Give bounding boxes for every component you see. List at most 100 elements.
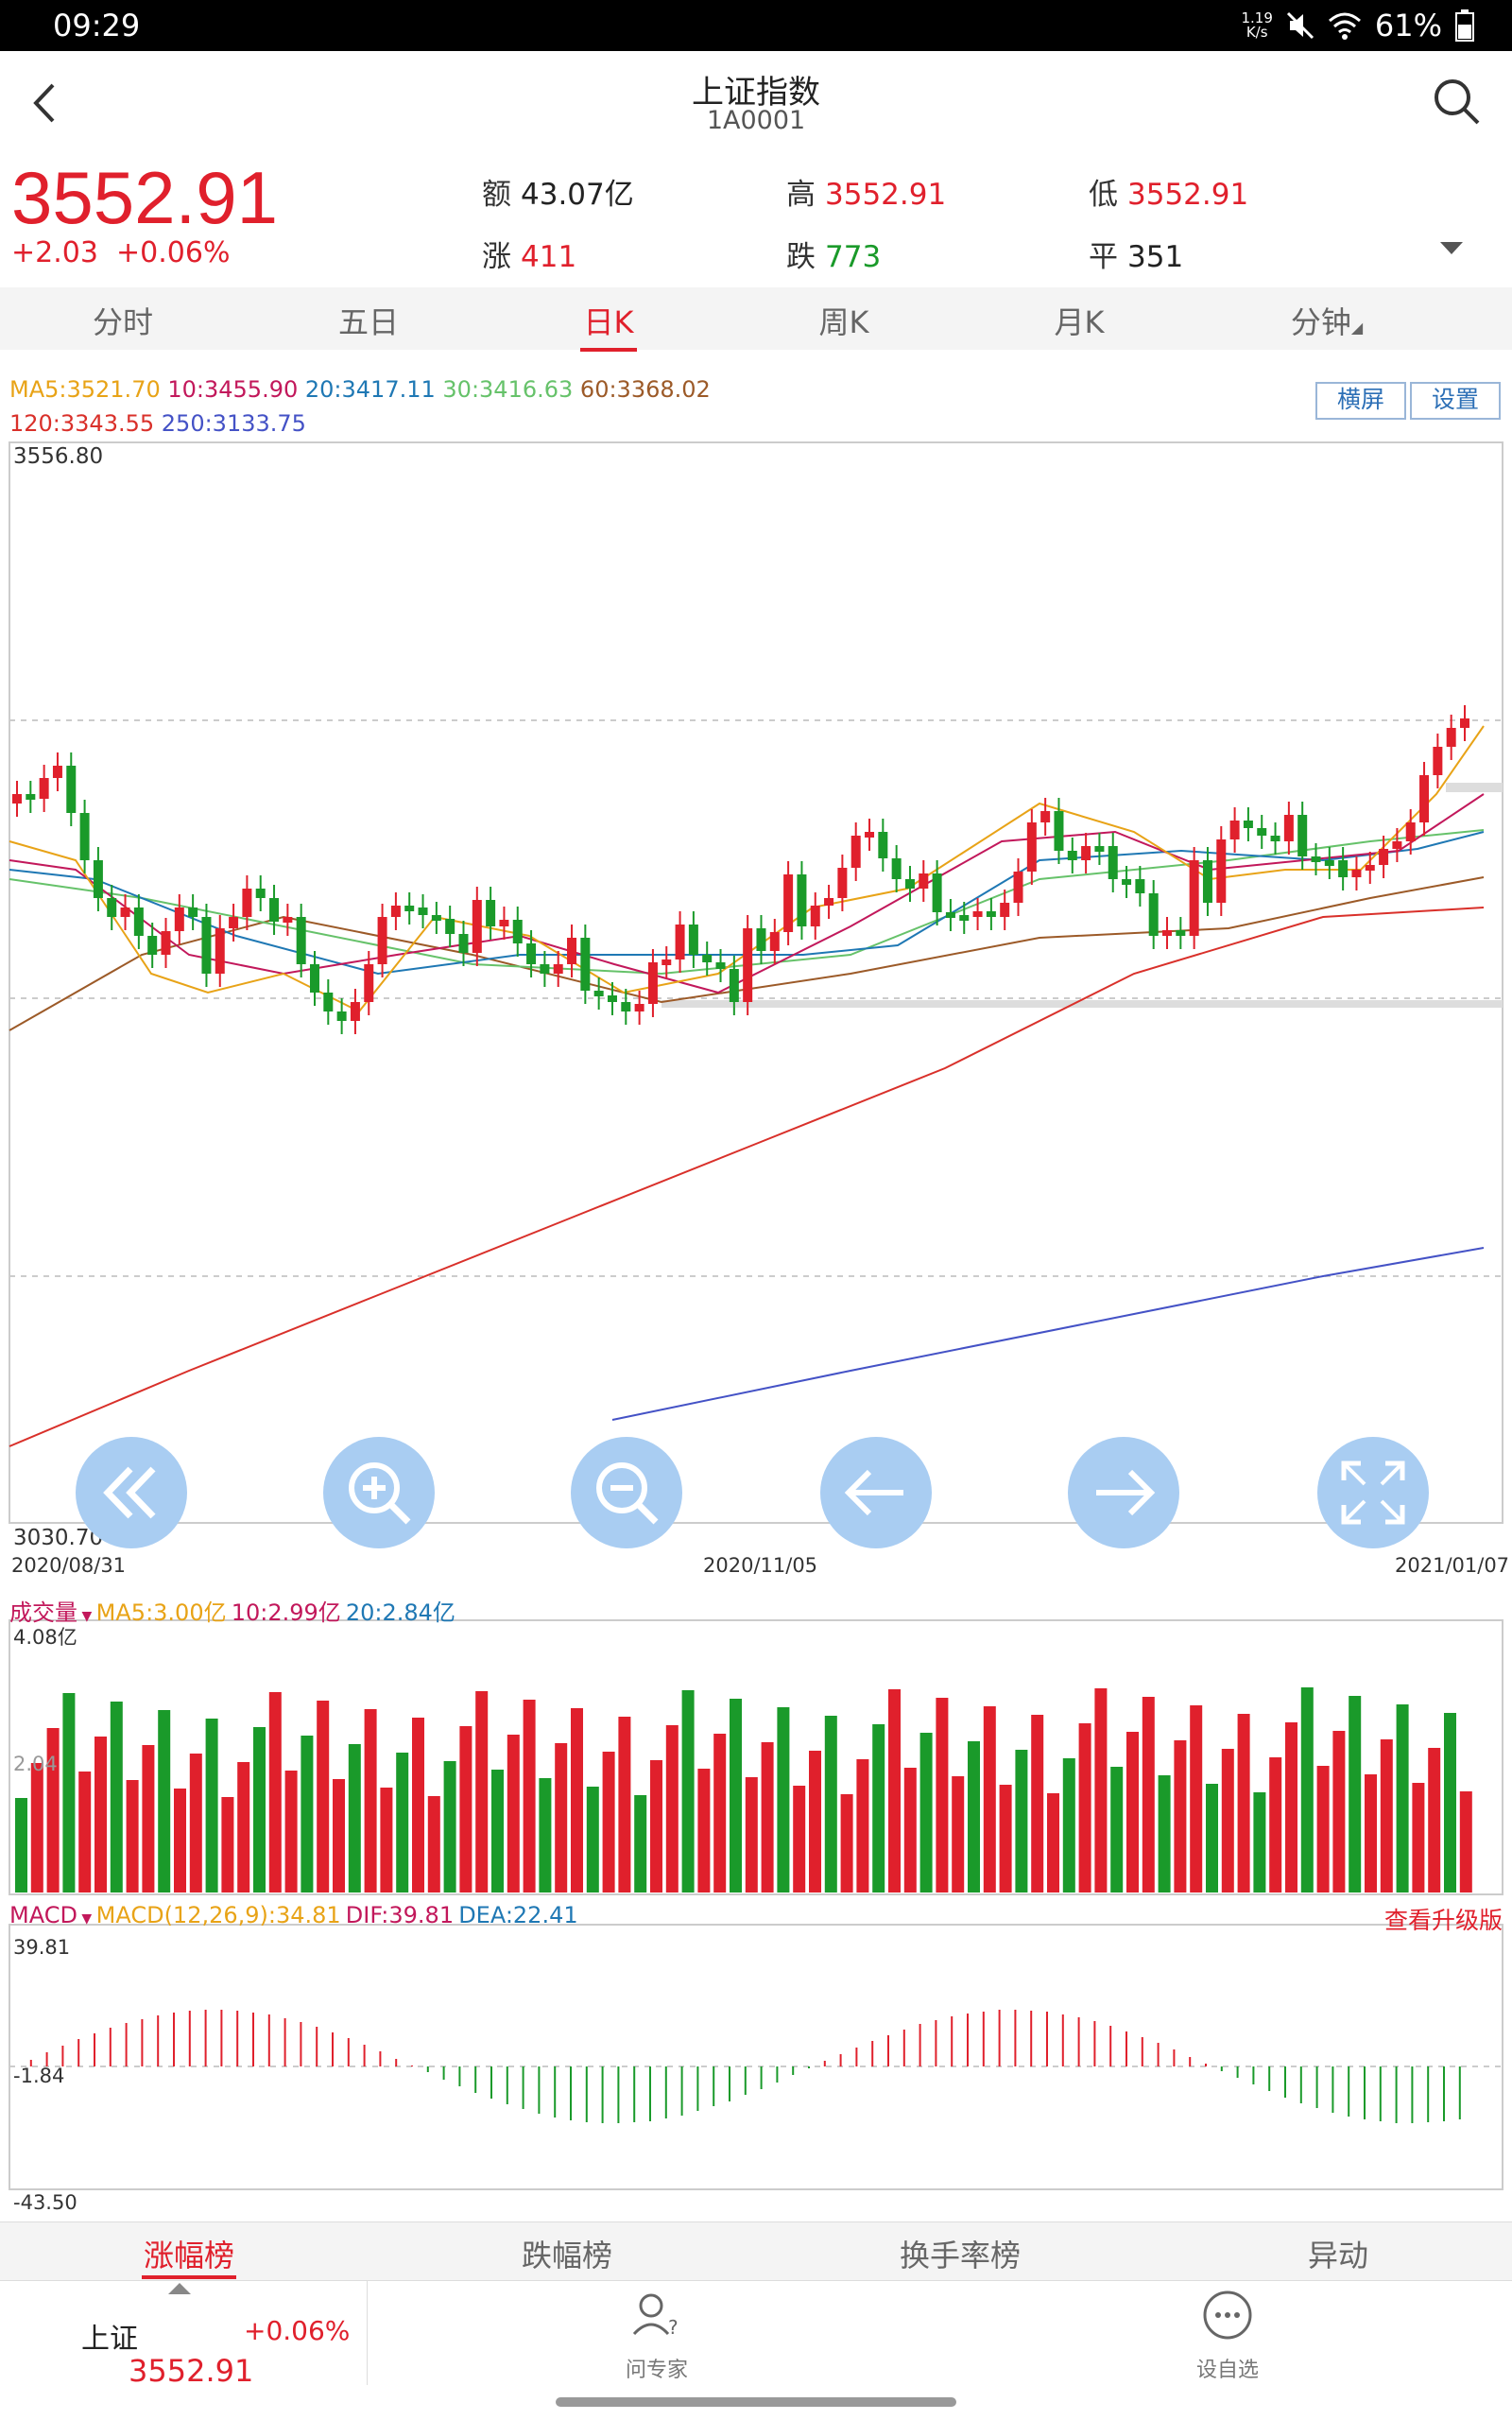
x-end-label: 2021/01/07 <box>1395 1554 1510 1577</box>
candle-body <box>26 794 36 800</box>
vol-mid-label: 2.04 <box>13 1753 58 1775</box>
volume-bar <box>1110 1767 1124 1893</box>
fullscreen-button[interactable] <box>1317 1437 1429 1548</box>
volume-bar <box>126 1780 139 1893</box>
candle-body <box>12 794 22 804</box>
tab-losers[interactable]: 跌幅榜 <box>521 2238 613 2273</box>
volume-bar <box>523 1700 536 1893</box>
stat-low: 低 3552.91 <box>1089 170 1248 213</box>
kline-svg[interactable] <box>0 350 1512 2221</box>
volume-bar <box>364 1709 377 1893</box>
volume-bar <box>1237 1714 1250 1893</box>
down-label: 跌 <box>786 240 816 274</box>
scroll-right-button[interactable] <box>1068 1437 1179 1548</box>
back-arrow-icon[interactable] <box>26 79 64 127</box>
volume-bar <box>1380 1739 1393 1893</box>
volume-bar <box>809 1751 821 1893</box>
current-price: 3552.91 <box>11 156 278 239</box>
tab-abnormal[interactable]: 异动 <box>1307 2238 1369 2273</box>
volume-bar <box>713 1734 727 1893</box>
tab-weekly-k[interactable]: 周K <box>818 304 869 340</box>
candle-body <box>1040 811 1051 822</box>
stat-down-count: 跌 773 <box>786 233 881 275</box>
index-mini-card[interactable]: 上证 +0.06% 3552.91 <box>0 2281 368 2389</box>
tab-daily-k[interactable]: 日K <box>583 304 634 340</box>
candle-body <box>702 955 713 962</box>
volume-bar <box>62 1693 76 1893</box>
volume-bar <box>650 1760 662 1893</box>
candle-body <box>296 917 306 964</box>
candle-body <box>323 993 334 1011</box>
active-rank-indicator <box>142 2275 236 2279</box>
volume-label[interactable]: 成交量 <box>9 1599 77 1626</box>
up-triangle-icon <box>168 2283 191 2294</box>
volume-bar <box>1221 1749 1234 1893</box>
ma250-line <box>611 1247 1485 1421</box>
vol-max-label: 4.08亿 <box>13 1626 77 1649</box>
search-icon[interactable] <box>1431 76 1482 127</box>
tab-monthly-k[interactable]: 月K <box>1054 304 1105 340</box>
volume-bar <box>618 1717 631 1893</box>
volume-bar <box>761 1742 774 1893</box>
up-value: 411 <box>521 240 577 274</box>
ask-expert-button[interactable]: ? 问专家 <box>605 2287 709 2383</box>
status-bar: 09:29 1.19 K/s 61% <box>0 0 1512 51</box>
candle-body <box>593 991 604 996</box>
dropdown-triangle-icon: ▼ <box>77 1911 96 1927</box>
candle-body <box>1351 870 1362 877</box>
tab-turnover[interactable]: 换手率榜 <box>899 2238 1022 2273</box>
mini-index-pct: +0.06% <box>244 2315 351 2346</box>
volume-bar <box>571 1708 583 1893</box>
fast-back-button[interactable] <box>76 1437 187 1548</box>
scroll-left-button[interactable] <box>820 1437 932 1548</box>
bottom-bar: 上证 +0.06% 3552.91 ? 问专家 设自选 <box>0 2280 1512 2389</box>
candle-body <box>107 898 117 917</box>
volume-bar <box>94 1737 107 1893</box>
volume-bar <box>1349 1696 1362 1893</box>
volume-bar <box>1316 1766 1330 1893</box>
tab-gainers[interactable]: 涨幅榜 <box>143 2238 235 2273</box>
macd-label[interactable]: MACD <box>9 1902 77 1928</box>
candle-body <box>797 874 807 926</box>
macd-bars <box>29 2010 1461 2123</box>
volume-panel-label: 成交量 ▼ MA5:3.00亿 10:2.99亿 20:2.84亿 <box>9 1594 455 1627</box>
candle-body <box>1216 839 1227 903</box>
volume-bar <box>1142 1697 1155 1893</box>
candle-body <box>52 766 62 778</box>
ma120-label: 120:3343.55 <box>9 410 155 437</box>
volume-bar <box>872 1724 885 1893</box>
app-header: 上证指数 1A0001 <box>0 51 1512 155</box>
volume-bar <box>1428 1748 1441 1893</box>
volume-bar <box>793 1786 806 1893</box>
candle-body <box>1108 846 1118 879</box>
zoom-in-button[interactable] <box>323 1437 435 1548</box>
zoom-out-button[interactable] <box>571 1437 682 1548</box>
volume-bar <box>555 1743 568 1893</box>
macd-panel-label: MACD ▼ MACD(12,26,9):34.81 DIF:39.81 DEA… <box>9 1902 578 1928</box>
expand-caret-icon[interactable] <box>1440 242 1463 254</box>
vol-ma5-label: MA5:3.00亿 <box>95 1599 227 1626</box>
candle-body <box>120 908 130 917</box>
ma10-label: 10:3455.90 <box>167 376 299 403</box>
candle-body <box>229 917 239 928</box>
volume-bar <box>301 1736 314 1893</box>
add-watchlist-button[interactable]: 设自选 <box>1176 2287 1280 2383</box>
tab-intraday[interactable]: 分时 <box>92 304 154 340</box>
ma30-label: 30:3416.63 <box>442 376 574 403</box>
candle-body <box>1202 860 1212 903</box>
tab-minute[interactable]: 分钟◢ <box>1291 299 1363 342</box>
volume-bar <box>1015 1750 1028 1893</box>
volume-bar <box>1459 1791 1472 1893</box>
gesture-bar[interactable] <box>556 2397 956 2407</box>
volume-bar <box>1031 1715 1044 1893</box>
add-watchlist-label: 设自选 <box>1195 2359 1259 2382</box>
settings-button[interactable]: 设置 <box>1410 382 1501 420</box>
landscape-button[interactable]: 横屏 <box>1315 382 1406 420</box>
volume-bar <box>158 1710 171 1893</box>
ask-expert-icon: ? <box>632 2293 679 2339</box>
upgrade-link[interactable]: 查看升级版 <box>1383 1907 1503 1934</box>
tab-five-day[interactable]: 五日 <box>337 304 400 340</box>
candle-body <box>1067 851 1077 860</box>
arrow-right-icon <box>1096 1469 1156 1516</box>
volume-bar <box>1206 1784 1218 1893</box>
